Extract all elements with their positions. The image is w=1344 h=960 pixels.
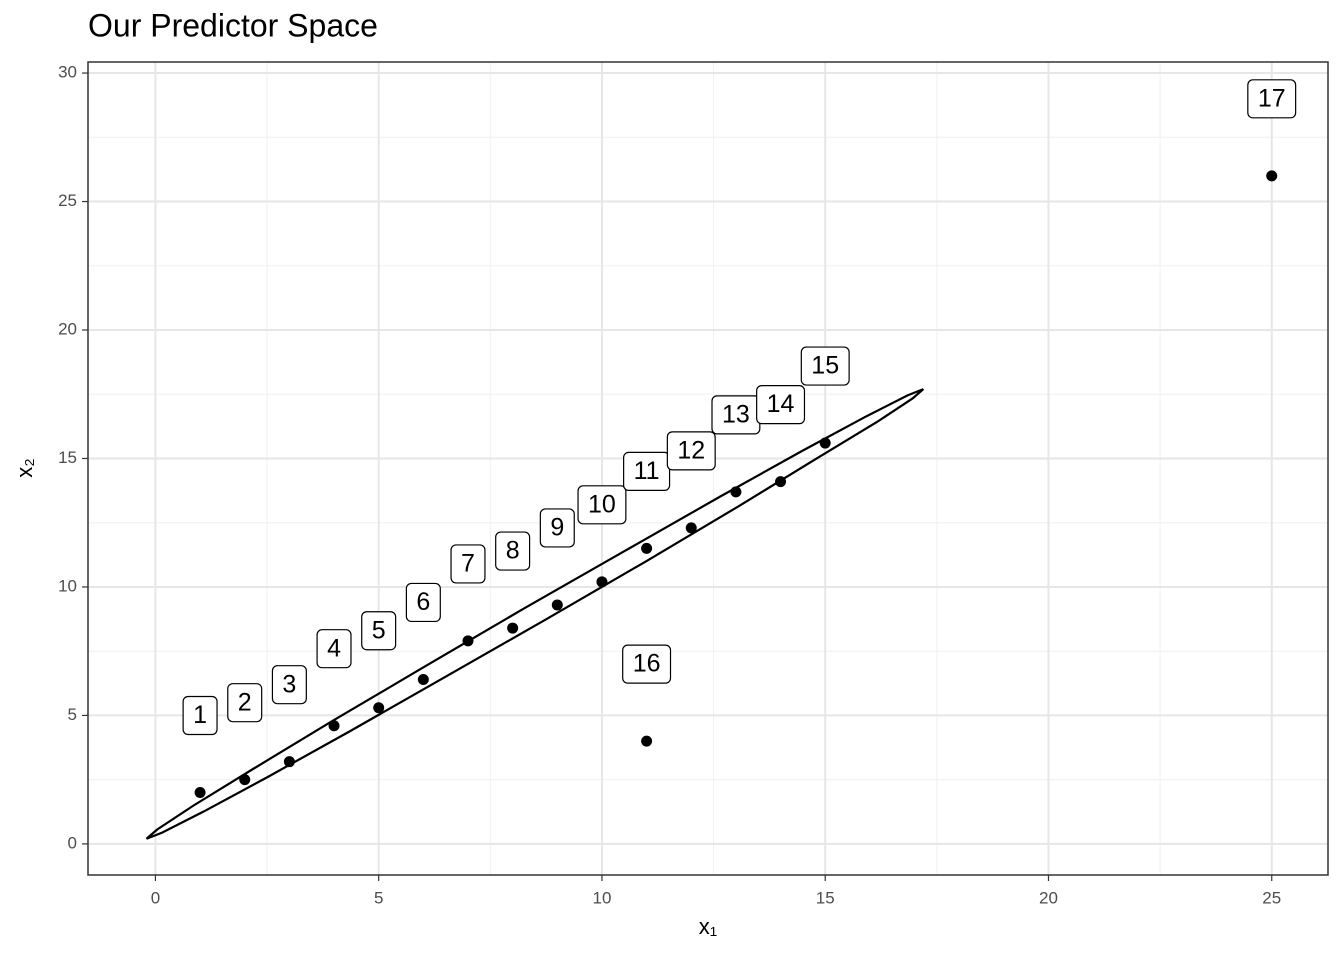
- point: [596, 576, 608, 588]
- point: [551, 599, 563, 611]
- point: [730, 486, 742, 498]
- y-tick-label: 25: [58, 191, 77, 210]
- point-label: 3: [282, 670, 296, 698]
- panel-border: [87, 61, 1329, 876]
- x-tick-label: 25: [1262, 888, 1281, 907]
- y-tick-label: 30: [58, 63, 77, 82]
- chart-title: Our Predictor Space: [88, 7, 378, 43]
- point: [194, 787, 206, 799]
- point: [283, 756, 295, 768]
- point: [641, 542, 653, 554]
- point-label-box: [405, 582, 441, 623]
- ellipse: [145, 388, 925, 840]
- point-label-box: [623, 451, 671, 492]
- y-tick-label: 0: [68, 833, 77, 852]
- point: [462, 635, 474, 647]
- point-label: 2: [238, 688, 252, 716]
- point-label: 1: [193, 701, 207, 729]
- point-label: 11: [634, 457, 660, 485]
- point-label: 10: [588, 490, 616, 518]
- x-tick-label: 10: [592, 888, 611, 907]
- point: [373, 702, 385, 714]
- point-label-box: [182, 695, 218, 736]
- point: [507, 622, 519, 634]
- y-tick-label: 15: [58, 448, 77, 467]
- point-label: 8: [506, 537, 520, 565]
- point: [328, 720, 340, 732]
- point-label-box: [539, 508, 575, 548]
- point-label: 4: [327, 634, 341, 662]
- point-label: 17: [1258, 84, 1286, 112]
- y-tick-label: 20: [58, 319, 77, 338]
- point: [685, 522, 697, 534]
- point-label-box: [756, 385, 806, 425]
- point: [417, 673, 429, 685]
- point: [1266, 170, 1278, 182]
- point-label: 14: [767, 390, 795, 418]
- point: [239, 774, 251, 786]
- point-label-box: [1247, 79, 1297, 119]
- y-axis-label: x₂: [12, 458, 37, 478]
- point-label-box: [800, 346, 850, 386]
- point-label-box: [666, 431, 716, 471]
- point-label: 15: [811, 352, 839, 380]
- point-label: 7: [461, 550, 475, 578]
- point-label-box: [495, 531, 531, 571]
- point-label-box: [227, 683, 263, 723]
- point-label-box: [316, 629, 352, 669]
- y-tick-label: 5: [68, 705, 77, 724]
- x-axis-label: x₁: [699, 914, 717, 939]
- x-tick-label: 15: [816, 888, 835, 907]
- point-label: 13: [722, 400, 750, 428]
- point: [641, 735, 653, 747]
- point-label-box: [577, 485, 627, 525]
- point-label-box: [361, 611, 397, 651]
- x-tick-label: 20: [1039, 888, 1058, 907]
- point: [775, 476, 787, 488]
- point-label-box: [450, 544, 486, 584]
- point-label: 16: [633, 650, 661, 678]
- point-label: 12: [677, 436, 705, 464]
- point-label-box: [271, 665, 307, 705]
- point-label: 5: [372, 616, 386, 644]
- x-tick-label: 5: [374, 888, 383, 907]
- point-label: 6: [416, 588, 430, 616]
- point-label-box: [622, 644, 672, 684]
- point-label: 9: [550, 514, 564, 542]
- point: [819, 437, 831, 449]
- x-tick-label: 0: [151, 888, 160, 907]
- y-tick-label: 10: [58, 576, 77, 595]
